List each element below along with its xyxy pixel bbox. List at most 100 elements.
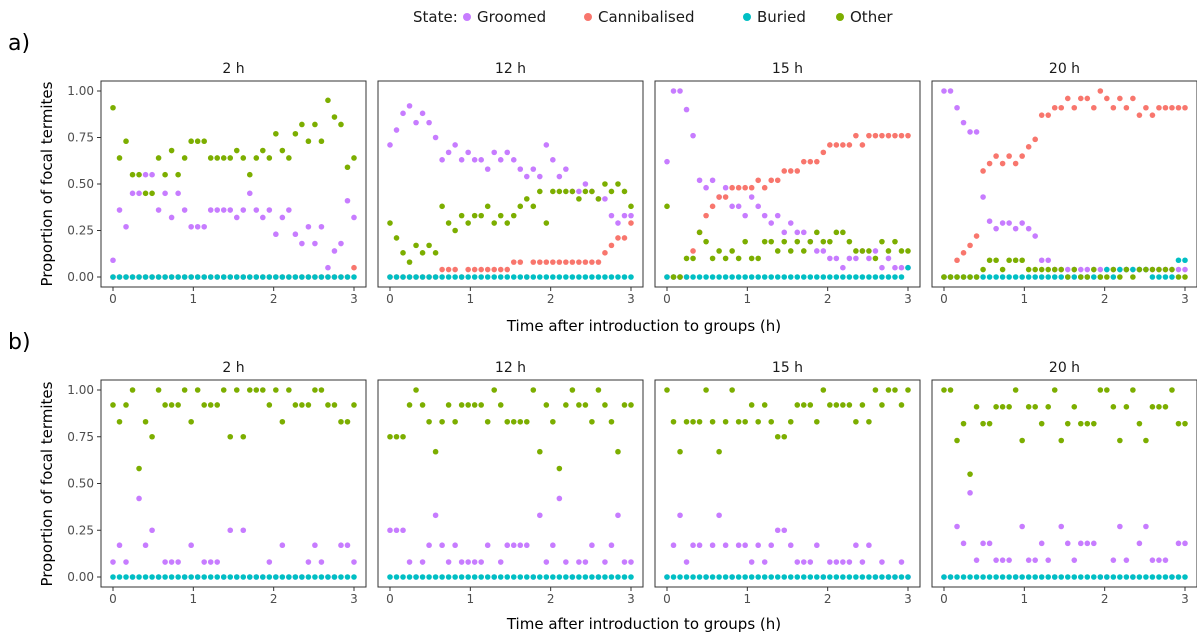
data-point-other xyxy=(240,433,247,440)
data-point-buried xyxy=(556,274,563,280)
data-point-other xyxy=(1130,387,1136,393)
data-point-groomed xyxy=(279,542,286,549)
data-point-other xyxy=(807,402,814,408)
data-point-buried xyxy=(621,274,628,280)
data-point-cannibalised xyxy=(1019,153,1025,159)
data-point-buried xyxy=(905,574,911,580)
data-point-groomed xyxy=(774,527,781,534)
data-point-buried xyxy=(716,574,722,580)
data-point-cannibalised xyxy=(1051,104,1058,111)
data-point-groomed xyxy=(696,177,703,184)
data-point-buried xyxy=(1169,274,1175,280)
data-point-buried xyxy=(1019,574,1025,580)
data-point-cannibalised xyxy=(497,266,504,273)
data-point-other xyxy=(621,402,628,408)
data-point-cannibalised xyxy=(1071,104,1078,111)
data-point-buried xyxy=(227,574,234,580)
data-point-other xyxy=(452,418,458,425)
data-point-other xyxy=(827,238,833,245)
data-point-other xyxy=(484,203,491,210)
data-point-other xyxy=(253,155,260,161)
data-point-buried xyxy=(400,574,406,580)
data-point-groomed xyxy=(523,173,530,180)
data-point-other xyxy=(859,248,866,254)
data-point-groomed xyxy=(445,559,452,565)
data-point-buried xyxy=(866,274,872,280)
data-point-other xyxy=(800,402,807,408)
data-point-buried xyxy=(168,574,175,580)
data-point-buried xyxy=(484,274,491,280)
data-point-other xyxy=(742,418,748,425)
data-point-groomed xyxy=(110,257,116,264)
data-point-other xyxy=(1064,420,1071,427)
data-point-groomed xyxy=(1077,266,1084,273)
data-point-other xyxy=(709,418,716,425)
data-point-groomed xyxy=(246,190,253,197)
data-point-buried xyxy=(729,574,735,580)
data-point-other xyxy=(1084,420,1091,427)
data-point-other xyxy=(338,418,344,425)
data-point-buried xyxy=(787,274,794,280)
data-point-buried xyxy=(1038,274,1045,280)
data-point-buried xyxy=(1091,574,1097,580)
data-point-groomed xyxy=(690,132,696,139)
data-point-groomed xyxy=(478,559,484,565)
data-point-buried xyxy=(194,274,201,280)
facet-title: 2 h xyxy=(222,61,244,77)
series-groomed xyxy=(110,171,357,271)
data-point-other xyxy=(523,418,530,425)
data-point-groomed xyxy=(497,157,504,163)
data-point-buried xyxy=(1019,274,1025,280)
data-point-other xyxy=(1175,420,1182,427)
data-point-buried xyxy=(413,574,419,580)
data-point-cannibalised xyxy=(465,266,471,273)
data-point-buried xyxy=(872,274,879,280)
data-point-other xyxy=(543,402,550,408)
y-tick-label: 0.25 xyxy=(67,523,94,537)
data-point-other xyxy=(892,238,898,245)
data-point-other xyxy=(690,255,696,262)
data-point-cannibalised xyxy=(563,259,569,265)
data-point-buried xyxy=(136,574,142,580)
data-point-groomed xyxy=(550,157,556,163)
data-point-groomed xyxy=(1123,557,1130,563)
data-point-groomed xyxy=(279,214,286,221)
data-point-cannibalised xyxy=(1038,112,1045,118)
data-point-groomed xyxy=(973,129,980,135)
data-point-cannibalised xyxy=(1130,95,1136,102)
data-point-buried xyxy=(292,574,299,580)
data-point-groomed xyxy=(406,103,413,109)
data-point-groomed xyxy=(683,559,690,565)
data-point-groomed xyxy=(1084,540,1091,547)
data-point-cannibalised xyxy=(471,266,478,273)
facet-20-h: 20 h 0 1 2 3 xyxy=(931,360,1197,606)
data-point-groomed xyxy=(941,88,947,94)
data-point-groomed xyxy=(351,559,357,565)
data-point-groomed xyxy=(129,190,136,197)
data-point-other xyxy=(582,402,589,408)
data-point-buried xyxy=(872,574,879,580)
data-point-cannibalised xyxy=(543,259,550,265)
data-point-groomed xyxy=(621,212,628,219)
data-point-other xyxy=(1097,387,1104,393)
data-point-buried xyxy=(233,574,240,580)
data-point-buried xyxy=(774,574,781,580)
data-point-groomed xyxy=(1058,523,1065,530)
data-point-cannibalised xyxy=(1175,104,1182,111)
data-point-buried xyxy=(1045,574,1052,580)
data-point-buried xyxy=(406,274,413,280)
facet-title: 12 h xyxy=(495,61,526,77)
data-point-groomed xyxy=(188,542,194,549)
data-point-other xyxy=(220,155,227,161)
series-other xyxy=(941,257,1188,280)
data-point-buried xyxy=(318,574,325,580)
data-point-groomed xyxy=(582,181,589,187)
data-point-other xyxy=(967,471,973,477)
data-point-buried xyxy=(980,274,986,280)
data-point-other xyxy=(299,121,305,128)
data-point-other xyxy=(807,238,814,245)
data-point-other xyxy=(393,433,400,440)
data-point-other xyxy=(794,238,801,245)
data-point-groomed xyxy=(608,542,615,549)
data-point-buried xyxy=(537,274,543,280)
